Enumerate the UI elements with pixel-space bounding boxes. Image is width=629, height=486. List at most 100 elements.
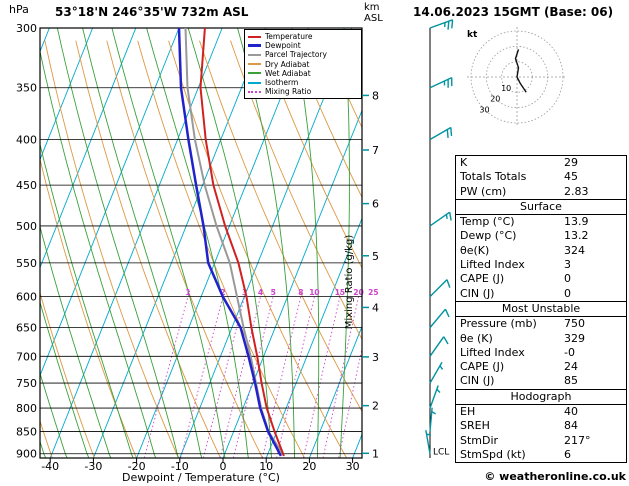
table-row-value: 40 [564,405,578,419]
copyright: © weatheronline.co.uk [484,470,626,483]
table-row-value: 324 [564,243,585,257]
table-row: θe(K) 324 [456,244,626,258]
svg-text:500: 500 [16,220,37,233]
svg-text:15: 15 [335,288,345,297]
table-row-value: 29 [564,156,578,169]
legend-item-parcel-trajectory: Parcel Trajectory [248,50,361,59]
table-row-value: 0 [564,286,571,300]
legend-label: Parcel Trajectory [265,50,327,60]
table-row: Dewp (°C) 13.2 [456,229,626,243]
svg-text:7: 7 [372,144,379,157]
legend-item-temperature: Temperature [248,32,361,41]
svg-text:900: 900 [16,448,37,461]
svg-text:6: 6 [372,198,379,211]
svg-text:750: 750 [16,377,37,390]
table-row-value: 13.9 [564,215,589,229]
temperature-axis: -40 -30 -20 -10 0 10 20 30 Dewpoint / Temperatur… [41,458,360,484]
legend-line-sample [248,72,261,75]
legend-label: Isotherm [265,78,299,88]
legend-line-sample [248,44,261,48]
table-row-value: 750 [564,317,585,331]
table-row-label: Totals Totals [460,170,527,184]
legend-line-sample [248,81,261,84]
table-section-title: Hodograph [456,388,626,406]
table-row: K 29 [456,156,626,170]
table-row-value: 6 [564,447,571,461]
dry-adiabat-lines [40,40,362,458]
table-row-label: θe(K) [460,243,490,257]
svg-text:-10: -10 [171,460,189,473]
station-title: 53°18'N 246°35'W 732m ASL [55,5,249,19]
legend-item-dry-adiabat: Dry Adiabat [248,60,361,69]
svg-text:700: 700 [16,350,37,363]
legend-line-sample [248,63,261,66]
pressure-gridlines [40,27,362,455]
table-row-label: StmDir [460,433,499,447]
legend-label: Mixing Ratio [265,87,312,97]
legend-label: Wet Adiabat [265,68,311,78]
svg-text:600: 600 [16,291,37,304]
svg-text:2: 2 [372,400,379,413]
svg-text:550: 550 [16,257,37,270]
legend-item-wet-adiabat: Wet Adiabat [248,69,361,78]
svg-text:450: 450 [16,179,37,192]
svg-text:20: 20 [353,288,363,297]
svg-text:800: 800 [16,402,37,415]
mixing-ratio-axis-label: Mixing Ratio (g/kg) [344,235,355,330]
svg-text:350: 350 [16,82,37,95]
altitude-axis-unit-asl: ASL [364,13,383,24]
table-row-label: Pressure (mb) [460,317,537,331]
table-row: StmSpd (kt) 6 [456,448,626,462]
table-row-value: 84 [564,419,578,433]
table-row-label: θe (K) [460,331,493,345]
table-row: Pressure (mb) 750 [456,317,626,331]
sounding-curves [177,28,285,457]
table-row: SREH 84 [456,419,626,433]
datetime-label: 14.06.2023 15GMT (Base: 06) [413,5,614,19]
table-row-label: SREH [460,419,490,433]
legend-line-sample [248,53,261,56]
table-row-label: StmSpd (kt) [460,447,526,461]
table-row-label: Lifted Index [460,345,525,359]
table-row-value: 85 [564,374,578,388]
table-row-label: Lifted Index [460,258,525,272]
table-row-label: K [460,156,468,169]
svg-text:650: 650 [16,322,37,335]
table-row-label: CIN (J) [460,286,495,300]
table-row-label: EH [460,405,476,419]
svg-text:20: 20 [490,95,500,104]
table-row-value: 24 [564,360,578,374]
svg-text:300: 300 [16,22,37,35]
pressure-axis-labels: 300 350 400 450 500 550 600 650 700 750 800 850 900 [16,22,37,461]
table-row-value: 329 [564,331,585,345]
table-row: CAPE (J) 24 [456,360,626,374]
plot-border [39,27,363,459]
table-row: PW (cm) 2.83 [456,185,626,199]
svg-text:-40: -40 [41,460,59,473]
legend-line-sample [248,35,261,38]
table-row: Temp (°C) 13.9 [456,215,626,229]
svg-text:10: 10 [259,460,273,473]
svg-text:4: 4 [258,288,263,297]
table-row-value: 13.2 [564,229,589,243]
table-section-title: Surface [456,198,626,216]
svg-text:8: 8 [298,288,303,297]
table-row-value: 2.83 [564,184,589,198]
table-row: Totals Totals 45 [456,170,626,184]
table-row-value: 217° [564,433,591,447]
svg-text:-30: -30 [84,460,102,473]
svg-text:LCL: LCL [433,448,449,458]
legend: Temperature Dewpoint Parcel Trajectory Dry … [244,29,362,100]
svg-text:400: 400 [16,133,37,146]
svg-text:5: 5 [372,250,379,263]
table-row: CAPE (J) 0 [456,272,626,286]
svg-text:10: 10 [501,84,511,93]
table-row: CIN (J) 0 [456,287,626,301]
table-row-label: CAPE (J) [460,360,505,374]
legend-item-dewpoint: Dewpoint [248,41,361,50]
table-row-value: -0 [564,345,575,359]
table-row: EH 40 [456,405,626,419]
